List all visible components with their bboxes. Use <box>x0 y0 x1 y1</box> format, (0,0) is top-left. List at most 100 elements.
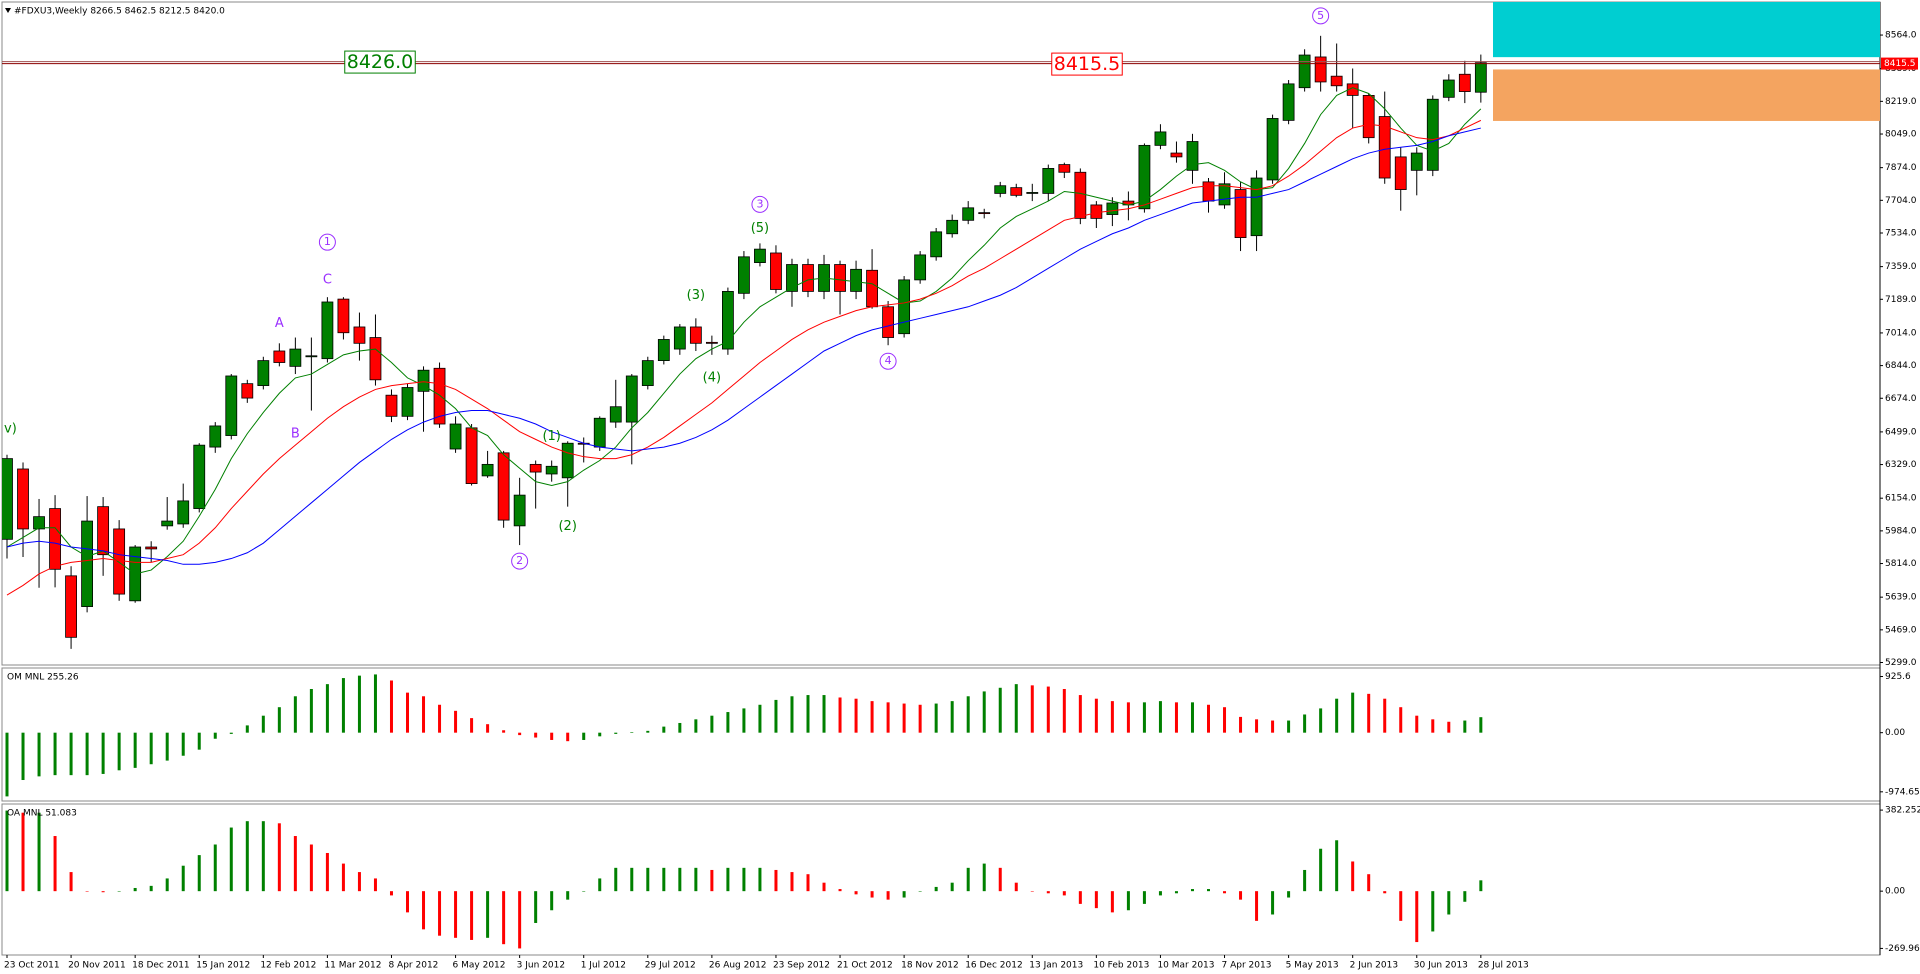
histogram-bar <box>1190 889 1194 892</box>
histogram-bar <box>5 810 9 892</box>
histogram-bar <box>1223 707 1227 733</box>
candle-body <box>1170 152 1183 158</box>
histogram-bar <box>1479 880 1483 892</box>
histogram-bar <box>309 688 313 733</box>
histogram-bar <box>454 710 458 733</box>
histogram-bar <box>614 732 618 734</box>
histogram-bar <box>213 732 217 739</box>
candle-body <box>1042 168 1055 194</box>
y-tick-label: 7704.0 <box>1885 196 1917 206</box>
histogram-bar <box>1303 714 1307 733</box>
title-marker <box>5 8 11 13</box>
moving-average <box>6 119 1482 596</box>
candle-body <box>1234 189 1247 239</box>
histogram-bar <box>133 887 137 892</box>
histogram-bar <box>854 891 858 895</box>
candle-body <box>673 326 686 350</box>
y-tick-label: 925.6 <box>1885 672 1911 682</box>
histogram-bar <box>950 882 954 892</box>
histogram-bar <box>1126 702 1130 733</box>
histogram-bar <box>918 704 922 733</box>
candle-body <box>1218 183 1231 206</box>
histogram-bar <box>694 719 698 733</box>
x-tick-label: 23 Oct 2011 <box>4 961 60 971</box>
y-tick-label: 5299.0 <box>1885 658 1917 668</box>
histogram-bar <box>950 701 954 733</box>
candle-body <box>1074 171 1087 219</box>
candle-body <box>914 254 927 281</box>
histogram-bar <box>422 696 426 733</box>
x-tick-label: 6 May 2012 <box>453 961 506 971</box>
candle-body <box>1186 141 1199 171</box>
histogram-bar <box>534 891 538 923</box>
candle-body <box>2 458 13 540</box>
x-tick-label: 20 Nov 2011 <box>68 961 126 971</box>
histogram-bar <box>1463 891 1467 902</box>
candle-body <box>33 516 45 530</box>
y-tick-label: 382.252 <box>1885 806 1920 816</box>
candle-body <box>641 360 654 386</box>
x-tick-label: 26 Aug 2012 <box>709 961 767 971</box>
candle-body <box>337 298 350 334</box>
histogram-bar <box>1030 891 1034 892</box>
histogram-bar <box>277 823 281 892</box>
histogram-bar <box>758 704 762 733</box>
histogram-bar <box>1239 891 1243 900</box>
candle-body <box>545 465 558 475</box>
histogram-bar <box>998 867 1002 892</box>
candle-body <box>497 452 510 521</box>
y-tick-label: 5639.0 <box>1885 593 1917 603</box>
histogram-bar <box>1303 869 1307 892</box>
histogram-bar <box>325 684 329 733</box>
candle-body <box>161 520 174 527</box>
level-label: 8426.0 <box>347 51 413 73</box>
histogram-bar <box>438 704 442 733</box>
histogram-bar <box>1142 891 1146 904</box>
histogram-bar <box>101 732 105 774</box>
candle-body <box>17 468 29 530</box>
moving-average <box>6 87 1482 575</box>
y-tick-label: 8564.0 <box>1885 31 1917 41</box>
y-tick-label: 6844.0 <box>1885 361 1917 371</box>
histogram-bar <box>85 891 89 892</box>
candle-body <box>994 185 1007 194</box>
candle-body <box>1010 187 1023 196</box>
price-tag <box>1881 57 1918 70</box>
histogram-bar <box>1367 874 1371 892</box>
y-tick-label: 6154.0 <box>1885 494 1917 504</box>
candle-body <box>1138 144 1151 210</box>
wave-label: 5 <box>1317 9 1324 22</box>
y-tick-label: -269.96 <box>1885 944 1920 954</box>
histogram-bar <box>53 732 57 776</box>
wave-label: 3 <box>756 197 763 210</box>
candle-body <box>770 252 782 290</box>
candle-body <box>738 256 750 294</box>
candle-body <box>113 528 126 595</box>
chart-title: #FDXU3,Weekly 8266.5 8462.5 8212.5 8420.… <box>14 7 225 17</box>
candle-body <box>1362 94 1375 139</box>
candle-body <box>513 494 526 527</box>
candle-body <box>754 248 766 263</box>
histogram-bar <box>5 732 9 797</box>
histogram-bar <box>854 698 858 733</box>
histogram-bar <box>21 732 25 781</box>
candle-body <box>529 463 542 473</box>
histogram-bar <box>21 812 25 892</box>
candle-body <box>417 369 430 392</box>
histogram-bar <box>566 891 570 900</box>
histogram-bar <box>534 732 538 738</box>
histogram-bar <box>918 891 922 892</box>
candle-body <box>273 350 286 363</box>
histogram-bar <box>454 891 458 938</box>
x-tick-label: 16 Dec 2012 <box>965 961 1023 971</box>
histogram-bar <box>1046 686 1050 733</box>
candle-body <box>481 463 494 477</box>
histogram-bar <box>37 732 41 777</box>
histogram-bar <box>486 891 490 938</box>
histogram-bar <box>229 732 233 734</box>
wave-circle <box>751 195 769 213</box>
candle-body <box>1250 177 1263 237</box>
y-tick-label: 5469.0 <box>1885 625 1917 635</box>
histogram-bar <box>1255 891 1259 921</box>
wave-label: C <box>323 273 332 288</box>
